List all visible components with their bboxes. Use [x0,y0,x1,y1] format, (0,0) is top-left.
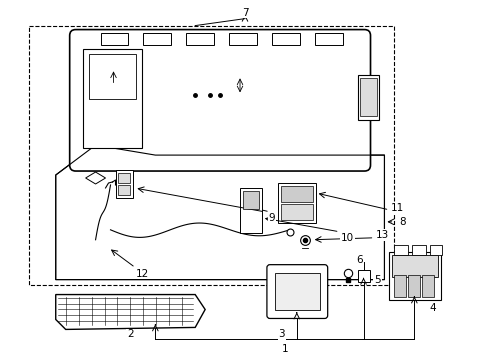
Text: 2: 2 [127,329,134,339]
Bar [394,275,406,297]
Bar [144,32,172,45]
Polygon shape [56,145,385,280]
Text: 3: 3 [278,329,285,339]
Bar [89,54,136,99]
Polygon shape [86,172,105,184]
Bar [358,75,379,120]
Bar [281,204,313,220]
Text: 4: 4 [429,302,436,312]
Bar [430,245,442,255]
Text: 12: 12 [136,269,149,279]
Bar [422,275,434,297]
FancyBboxPatch shape [267,265,328,319]
Bar [240,188,262,233]
Bar [119,173,130,183]
Bar [272,32,300,45]
Bar [243,191,259,209]
Bar [281,186,313,202]
Text: 11: 11 [391,203,404,213]
Bar [413,245,426,255]
Bar [358,270,369,282]
Bar [229,32,257,45]
Text: 1: 1 [282,345,288,354]
Bar [275,273,319,310]
Text: 13: 13 [376,230,389,240]
Text: 5: 5 [374,275,381,285]
Bar [394,245,408,255]
Bar [408,275,420,297]
Bar [29,26,394,285]
Polygon shape [56,294,205,329]
FancyBboxPatch shape [70,30,370,171]
Bar [360,78,377,116]
Bar [315,32,343,45]
Bar [390,252,441,300]
Bar [186,32,214,45]
Bar [116,170,133,198]
Bar [392,255,438,276]
Text: 9: 9 [269,213,275,223]
Text: 10: 10 [341,233,354,243]
Bar [119,185,130,195]
Bar [83,49,143,148]
Bar [278,183,316,223]
Text: 6: 6 [356,255,363,265]
Text: 7: 7 [242,8,248,18]
Bar [100,32,128,45]
Text: 8: 8 [399,217,406,227]
